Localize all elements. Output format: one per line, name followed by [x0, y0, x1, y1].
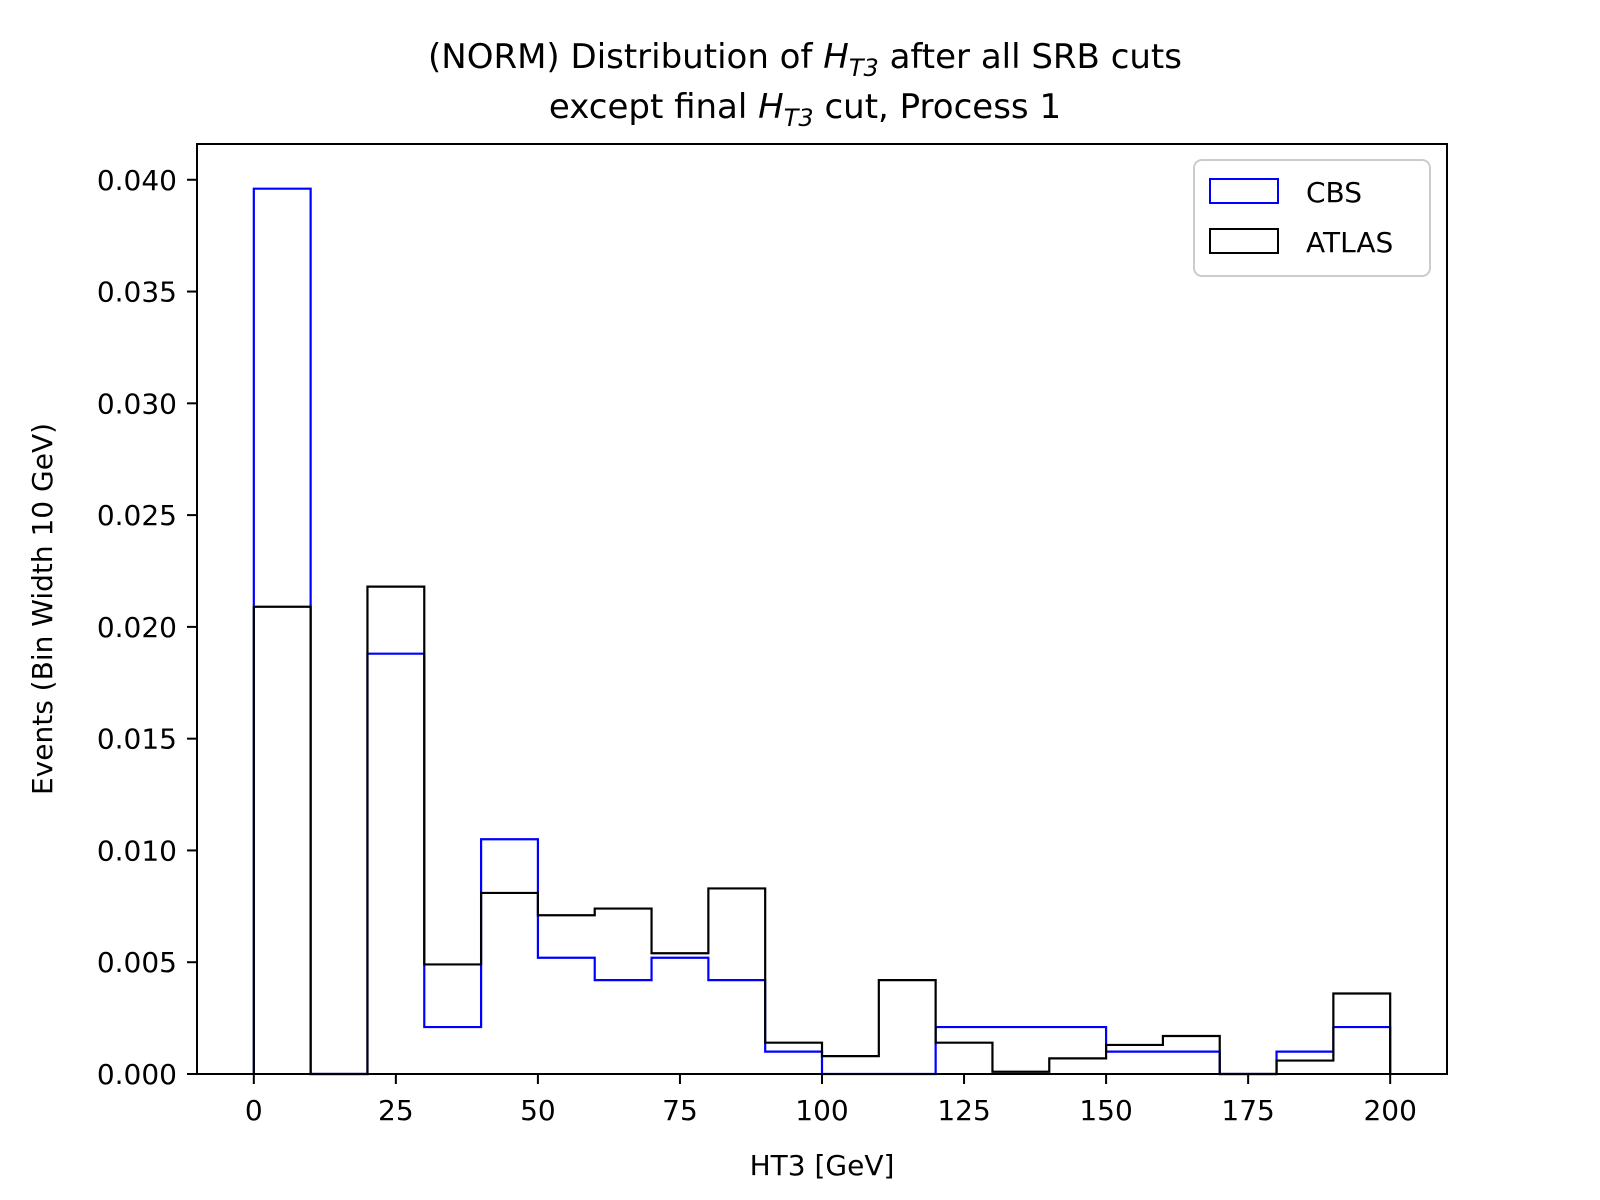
y-axis-ticks: 0.000 0.005 0.010 0.015 0.020 0.025 0.030 0.035… [97, 164, 197, 1091]
x-tick-label: 50 [520, 1094, 556, 1127]
x-tick-label: 150 [1079, 1094, 1132, 1127]
y-axis-label: Events (Bin Width 10 GeV) [26, 423, 59, 795]
chart-title-line-2: except final HT3 cut, Process 1 [549, 87, 1061, 132]
chart-title-line-1: (NORM) Distribution of HT3 after all SRB… [428, 37, 1182, 82]
y-tick-label: 0.000 [97, 1058, 177, 1091]
series-layer [252, 187, 1392, 1076]
x-tick-label: 25 [378, 1094, 414, 1127]
legend-label-atlas: ATLAS [1306, 226, 1393, 259]
y-tick-label: 0.015 [97, 723, 177, 756]
x-tick-label: 200 [1363, 1094, 1416, 1127]
y-tick-label: 0.030 [97, 387, 177, 420]
x-tick-label: 125 [937, 1094, 990, 1127]
y-tick-label: 0.035 [97, 276, 177, 309]
series-outline-atlas [252, 585, 1392, 1076]
x-tick-label: 0 [245, 1094, 263, 1127]
x-axis-label: HT3 [GeV] [750, 1149, 895, 1182]
x-tick-label: 175 [1221, 1094, 1274, 1127]
x-tick-label: 75 [662, 1094, 698, 1127]
y-tick-label: 0.005 [97, 946, 177, 979]
legend-label-cbs: CBS [1306, 176, 1362, 209]
legend-box [1193, 159, 1431, 277]
plot-frame [196, 143, 1448, 1075]
y-tick-label: 0.025 [97, 499, 177, 532]
y-tick-label: 0.010 [97, 834, 177, 867]
x-axis-ticks: 0 25 50 75 100 125 150 175 200 [245, 1074, 1417, 1127]
x-tick-label: 100 [795, 1094, 848, 1127]
legend-swatch-cbs [1209, 178, 1279, 204]
y-tick-label: 0.020 [97, 611, 177, 644]
legend: CBS ATLAS [1193, 159, 1431, 277]
y-tick-label: 0.040 [97, 164, 177, 197]
legend-swatch-atlas [1209, 228, 1279, 254]
